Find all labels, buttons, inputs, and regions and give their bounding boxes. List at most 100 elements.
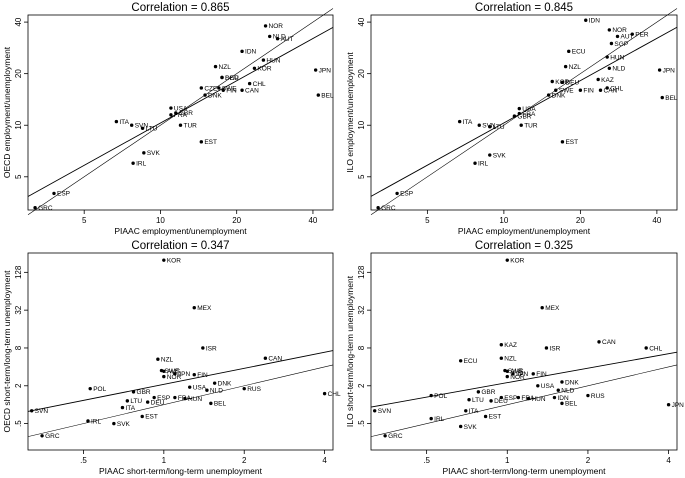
ilo-shortlong-point-label: SVN bbox=[378, 408, 392, 415]
ilo-shortlong-point-label: CHL bbox=[649, 345, 662, 352]
ilo-employment-point-nld bbox=[607, 66, 612, 70]
oecd-shortlong-title: Correlation = 0.347 bbox=[131, 240, 229, 252]
ilo-shortlong-point-label: SVK bbox=[464, 424, 478, 431]
oecd-employment-point-fra bbox=[169, 113, 173, 117]
oecd-employment-x-tick-label: 40 bbox=[308, 216, 317, 225]
oecd-shortlong-point-nzl bbox=[156, 357, 160, 361]
oecd-shortlong-point-label: POL bbox=[93, 386, 106, 393]
oecd-shortlong-x-tick-label: 2 bbox=[242, 456, 247, 465]
oecd-employment-y-axis-label: OECD employment/unemployment bbox=[2, 46, 12, 178]
oecd-employment-point-label: DEU bbox=[225, 75, 239, 82]
ilo-shortlong-point-chl bbox=[644, 346, 648, 350]
oecd-shortlong-point-usa bbox=[188, 385, 192, 389]
ilo-employment-point-jpn bbox=[657, 68, 662, 72]
ilo-shortlong-point-label: GBR bbox=[481, 389, 495, 396]
ilo-employment-point-label: IRL bbox=[478, 161, 489, 168]
ilo-shortlong-point-rus bbox=[586, 393, 590, 398]
ilo-shortlong-title: Correlation = 0.325 bbox=[475, 240, 573, 252]
oecd-shortlong-point-aus bbox=[162, 369, 166, 374]
ilo-employment-point-chl bbox=[605, 86, 609, 90]
oecd-shortlong-point-rus bbox=[242, 386, 246, 391]
ilo-shortlong-point-gbr bbox=[476, 390, 481, 394]
oecd-employment-point-can bbox=[240, 88, 244, 92]
ilo-shortlong-point-label: ECU bbox=[464, 358, 478, 365]
oecd-employment-point-fin bbox=[221, 88, 225, 92]
ilo-employment-x-tick-label: 40 bbox=[652, 216, 661, 225]
oecd-employment-point-label: NLD bbox=[273, 34, 286, 41]
ilo-shortlong-y-axis-label: ILO short-term/long-term unemployment bbox=[345, 275, 355, 427]
ilo-employment-point-label: NZL bbox=[569, 64, 582, 71]
oecd-employment-reference-line bbox=[27, 8, 334, 216]
ilo-shortlong-point-nor bbox=[505, 374, 509, 379]
oecd-employment-point-label: USA bbox=[174, 105, 188, 112]
oecd-shortlong-point-nld bbox=[205, 388, 209, 392]
oecd-employment-point-tur bbox=[178, 123, 183, 127]
oecd-employment-point-label: CHL bbox=[253, 81, 266, 88]
oecd-employment-point-label: LTU bbox=[146, 126, 158, 133]
ilo-shortlong-reference-line bbox=[370, 364, 678, 437]
oecd-employment-point-label: GRC bbox=[38, 205, 53, 212]
ilo-employment-point-swe bbox=[554, 88, 558, 92]
oecd-shortlong-point-label: LTU bbox=[130, 398, 142, 405]
ilo-employment-y-tick-label: 40 bbox=[357, 17, 366, 26]
ilo-shortlong-point-ecu bbox=[458, 359, 463, 363]
ilo-employment-point-gbr bbox=[512, 114, 517, 118]
oecd-shortlong-point-label: BEL bbox=[214, 401, 227, 408]
oecd-shortlong-point-fin bbox=[192, 373, 196, 377]
ilo-employment-point-kaz bbox=[596, 77, 600, 82]
oecd-employment-point-cze bbox=[199, 86, 204, 90]
oecd-employment-point-usa bbox=[169, 106, 173, 110]
ilo-employment-point-tur bbox=[519, 123, 523, 127]
oecd-shortlong-point-isr bbox=[201, 346, 205, 350]
oecd-shortlong-point-est bbox=[140, 414, 144, 419]
oecd-shortlong-point-bel bbox=[209, 401, 213, 406]
oecd-employment-point-label: DNK bbox=[208, 92, 222, 99]
oecd-employment-point-label: SVN bbox=[135, 123, 149, 130]
ilo-employment-point-label: AUT bbox=[621, 34, 634, 41]
ilo-shortlong-point-label: NLD bbox=[561, 388, 574, 395]
oecd-employment-x-tick-label: 5 bbox=[82, 216, 87, 225]
ilo-shortlong-x-tick-label: 1 bbox=[505, 456, 510, 465]
ilo-shortlong-point-label: JPN bbox=[516, 371, 529, 378]
oecd-shortlong-point-label: USA bbox=[193, 384, 207, 391]
ilo-employment-point-label: CHL bbox=[610, 85, 623, 92]
oecd-employment-point-label: FRA bbox=[174, 112, 188, 119]
ilo-employment-point-label: ESP bbox=[400, 191, 413, 198]
oecd-employment-point-label: EST bbox=[204, 139, 217, 146]
oecd-employment-point-nor bbox=[263, 24, 268, 28]
oecd-shortlong-point-ita bbox=[120, 405, 125, 410]
ilo-employment-plot-frame bbox=[370, 14, 678, 211]
ilo-shortlong-point-ita bbox=[464, 409, 468, 413]
ilo-employment-point-label: SVK bbox=[493, 152, 507, 159]
ilo-employment-point-label: BEL bbox=[665, 95, 678, 102]
ilo-shortlong-point-label: EST bbox=[489, 414, 502, 421]
ilo-employment-y-tick-label: 5 bbox=[357, 174, 366, 179]
oecd-employment-point-label: IDN bbox=[245, 49, 256, 56]
ilo-shortlong-point-svn bbox=[372, 409, 377, 413]
oecd-shortlong-point-label: FIN bbox=[197, 372, 208, 379]
oecd-shortlong-y-tick-label: 8 bbox=[14, 345, 23, 350]
ilo-employment-point-label: EST bbox=[565, 139, 578, 146]
ilo-employment-point-fra bbox=[517, 111, 522, 116]
ilo-employment-y-tick-label: 20 bbox=[357, 69, 366, 78]
oecd-shortlong-point-pol bbox=[88, 386, 92, 391]
oecd-employment-y-tick-label: 10 bbox=[14, 120, 23, 129]
oecd-shortlong-point-dnk bbox=[212, 381, 217, 385]
ilo-employment-point-label: CAN bbox=[604, 88, 618, 95]
ilo-shortlong-point-mex bbox=[540, 306, 544, 310]
ilo-shortlong-x-tick-label: .5 bbox=[423, 456, 430, 465]
ilo-shortlong-point-label: DNK bbox=[565, 379, 579, 386]
oecd-employment-point-nzl bbox=[213, 64, 218, 69]
ilo-employment-point-dnk bbox=[546, 93, 551, 97]
oecd-shortlong-point-label: JPN bbox=[178, 371, 191, 378]
ilo-employment-point-aut bbox=[615, 34, 620, 39]
ilo-employment-point-label: JPN bbox=[663, 67, 676, 74]
ilo-shortlong-point-hun bbox=[526, 396, 531, 401]
oecd-shortlong-point-label: AUS bbox=[167, 369, 181, 376]
oecd-employment-point-nld bbox=[268, 34, 272, 39]
ilo-shortlong-point-label: BEL bbox=[565, 401, 578, 408]
oecd-shortlong-point-label: HUN bbox=[188, 396, 202, 403]
oecd-shortlong-point-label: NZL bbox=[161, 357, 174, 364]
ilo-shortlong-point-kor bbox=[505, 258, 509, 262]
ilo-shortlong-point-label: MEX bbox=[545, 305, 560, 312]
